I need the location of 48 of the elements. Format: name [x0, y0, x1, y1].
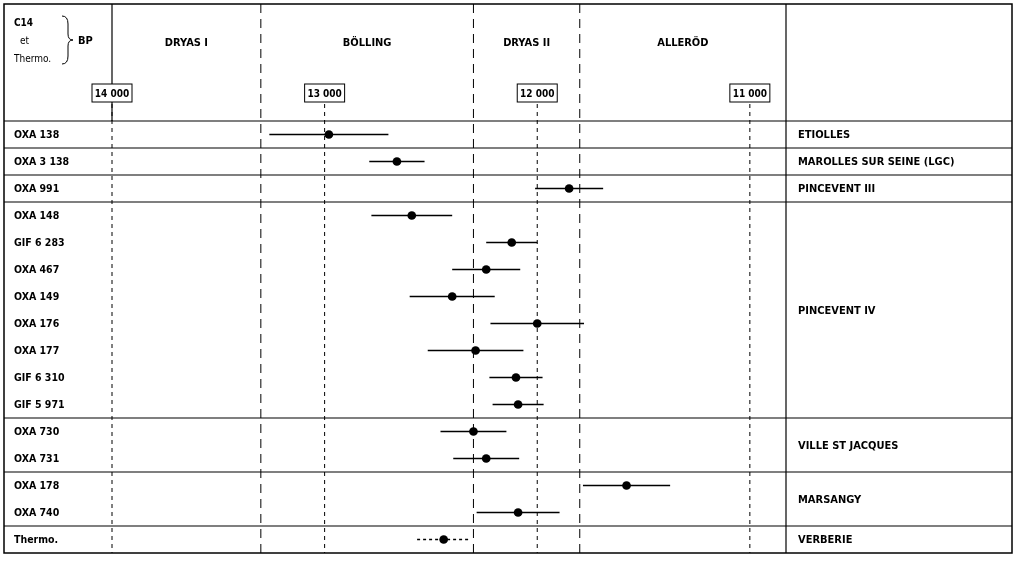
- x-tick-label: 11 000: [732, 87, 768, 99]
- text: ALLERÖD: [657, 35, 709, 49]
- text: DRYAS II: [503, 36, 551, 49]
- point: [622, 481, 631, 490]
- text: BÖLLING: [342, 35, 392, 49]
- y-tick-label: OXA 467: [14, 263, 60, 276]
- point: [407, 211, 417, 220]
- point: [439, 535, 449, 544]
- y-tick-label: OXA 730: [14, 425, 60, 438]
- text: PINCEVENT III: [798, 182, 876, 196]
- point: [564, 184, 574, 193]
- point: [513, 508, 523, 517]
- point: [392, 157, 402, 166]
- x-tick-label: 13 000: [307, 87, 342, 99]
- y-tick-label: GIF 5 971: [14, 398, 65, 411]
- y-tick-label: OXA 149: [14, 290, 60, 303]
- y-tick-label: OXA 991: [14, 182, 60, 195]
- y-tick-label: OXA 178: [14, 479, 60, 492]
- y-tick-label: OXA 148: [14, 209, 60, 222]
- text: MARSANGY: [798, 492, 863, 506]
- point: [324, 130, 334, 139]
- x-tick-label: 14 000: [94, 87, 130, 99]
- y-tick-label: OXA 740: [14, 506, 60, 519]
- point: [507, 238, 517, 247]
- y-tick-label: OXA 3 138: [14, 155, 70, 168]
- y-tick-label: GIF 6 283: [14, 236, 65, 249]
- text: VERBERIE: [798, 533, 853, 547]
- point: [532, 319, 542, 328]
- y-tick-label: GIF 6 310: [14, 371, 66, 384]
- point: [447, 292, 457, 301]
- text: PINCEVENT IV: [798, 303, 876, 317]
- point: [481, 265, 491, 274]
- point: [481, 454, 491, 463]
- text: MAROLLES SUR SEINE (LGC): [798, 155, 955, 169]
- text: ETIOLLES: [798, 128, 851, 142]
- point: [469, 427, 478, 436]
- text: DRYAS I: [164, 36, 209, 49]
- point: [511, 373, 521, 382]
- y-tick-label: OXA 138: [14, 128, 60, 141]
- text: C14 et Thermo. BP: [14, 17, 93, 64]
- x-tick-label: 12 000: [520, 87, 555, 99]
- point: [471, 346, 480, 355]
- point: [513, 400, 523, 409]
- y-tick-label: Thermo.: [14, 533, 59, 546]
- y-tick-label: OXA 731: [14, 452, 60, 465]
- text: VILLE ST JACQUES: [798, 438, 899, 452]
- y-tick-label: OXA 176: [14, 317, 60, 330]
- y-tick-label: OXA 177: [14, 344, 60, 357]
